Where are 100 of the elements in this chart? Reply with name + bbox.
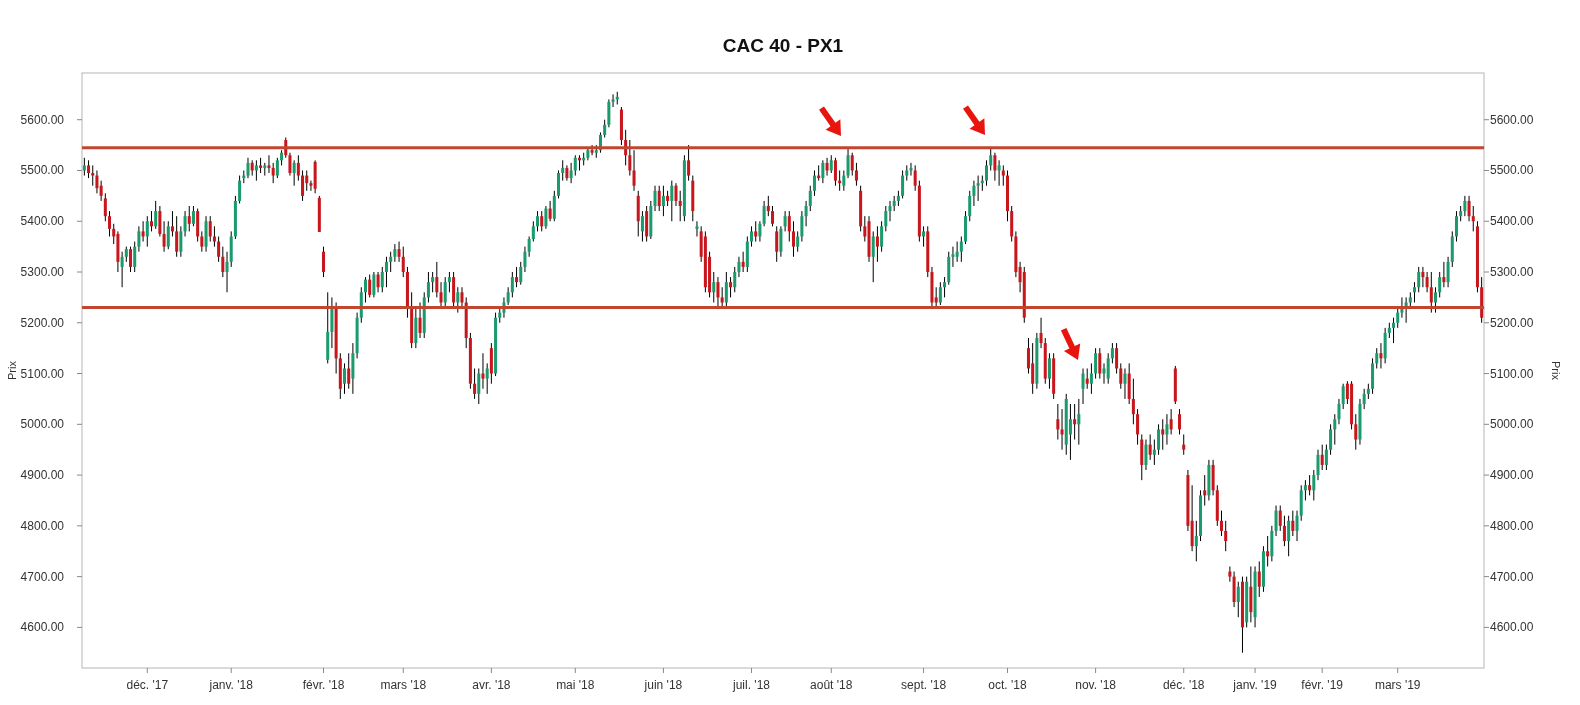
candlestick [1056,403,1060,441]
candlestick [674,182,678,207]
candlestick [771,205,775,227]
candlestick [431,271,435,293]
candlestick [985,159,989,187]
candlestick [997,159,1001,187]
candlestick [754,220,758,243]
candlestick [1081,367,1085,405]
y-tick-label: 4600.00 [20,620,65,635]
candlestick [175,215,179,258]
candlestick [561,159,565,182]
candlestick [460,286,464,309]
candlestick [515,266,519,288]
candlestick [296,154,300,182]
candlestick [1131,378,1135,425]
candlestick [133,241,137,273]
candlestick [1060,408,1064,451]
candlestick [808,185,812,212]
y-tick-label: 4900.00 [20,468,65,483]
candlestick [267,154,271,174]
candlestick [141,220,145,243]
candlestick [796,230,800,253]
candlestick [1442,261,1446,288]
candlestick [880,220,884,253]
candlestick [1337,398,1341,425]
candlestick [1169,408,1173,435]
candlestick [720,286,724,309]
candlestick [485,362,489,395]
candlestick [384,256,388,288]
candlestick [540,210,544,232]
candlestick [523,246,527,273]
candlestick [1123,367,1127,400]
candlestick [968,190,972,222]
candlestick [716,276,720,309]
x-tick-label: sept. '18 [901,678,947,692]
candlestick [1001,164,1005,187]
candlestick [1257,560,1261,598]
candlestick [527,235,531,258]
candlestick [447,271,451,293]
candlestick [1094,347,1098,380]
candlestick [762,200,766,227]
candlestick [993,152,997,182]
candlestick [737,256,741,278]
candlestick [1089,362,1093,395]
x-tick-label: févr. '19 [1301,678,1344,692]
y-tick-label: 5500.00 [20,163,65,178]
candlestick [481,352,485,390]
candlestick [1073,403,1077,441]
candlestick [989,147,993,171]
candlestick [1295,510,1299,542]
candlestick [1421,266,1425,288]
candlestick [179,225,183,258]
candlestick [775,225,779,263]
candlestick [976,175,980,202]
y2-tick-label: 5300.00 [1490,265,1534,280]
candlestick [1085,367,1089,390]
candlestick [137,225,141,253]
candlestick [103,192,107,222]
x-tick-label: avr. '18 [472,678,511,692]
candlestick [246,157,250,179]
candlestick [871,230,875,283]
candlestick [397,241,401,263]
candlestick [1047,352,1051,390]
candlestick [678,190,682,222]
x-tick-label: janv. '19 [1232,678,1278,692]
candlestick [783,210,787,232]
candlestick [1165,413,1169,446]
candlestick [544,205,548,230]
candlestick [225,251,229,293]
candlestick [821,159,825,184]
candlestick [393,243,397,263]
candlestick [305,169,309,192]
candlestick [254,159,258,182]
candlestick [443,276,447,309]
candlestick [1098,347,1102,380]
candlestick [1068,403,1072,461]
candlestick [531,220,535,243]
candlestick [1106,352,1110,385]
x-tick-label: janv. '18 [208,678,254,692]
x-tick-label: févr. '18 [302,678,345,692]
candlestick [301,169,305,202]
candlestick [741,251,745,273]
candlestick [573,154,577,177]
y2-tick-label: 5000.00 [1490,417,1534,432]
candlestick [1324,444,1328,471]
candlestick [363,276,367,303]
candlestick [628,139,632,177]
candlestick [1136,408,1140,446]
candlestick [1354,413,1358,451]
candlestick [1438,271,1442,298]
x-tick-label: août '18 [810,678,853,692]
candlestick [712,271,716,303]
candlestick [418,301,422,339]
candlestick [804,200,808,227]
candlestick [95,169,99,194]
candlestick [955,241,959,263]
candlestick [1329,423,1333,456]
candlestick [200,230,204,253]
candlestick [1110,342,1114,364]
candlestick [183,210,187,237]
